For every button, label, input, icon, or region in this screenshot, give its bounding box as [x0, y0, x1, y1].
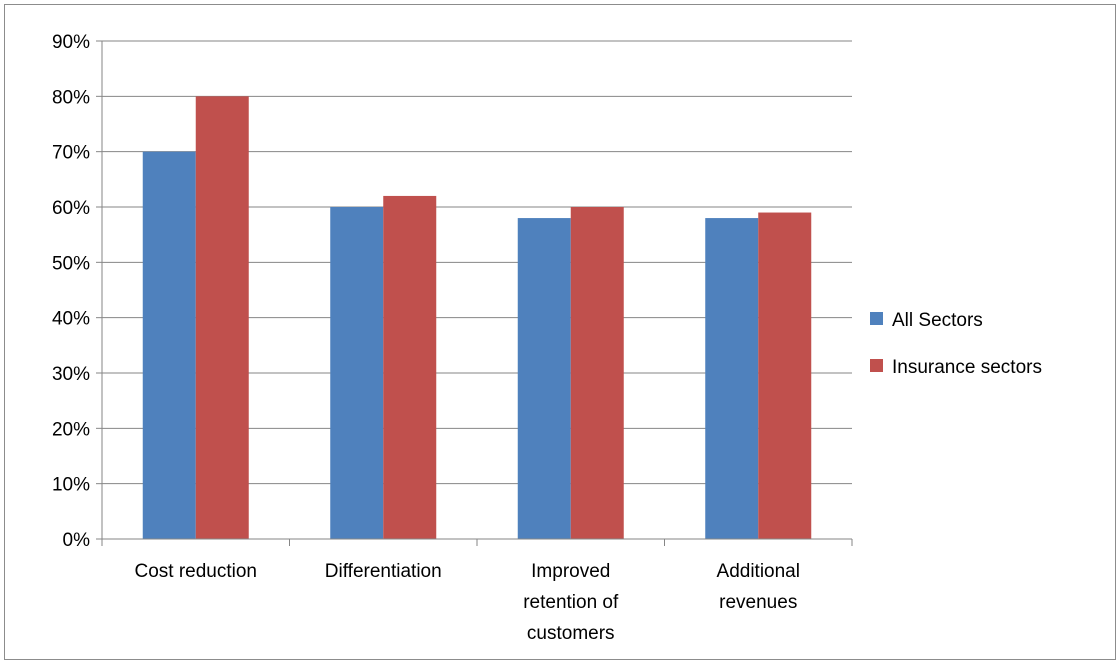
- y-tick-label: 20%: [52, 419, 90, 440]
- axes: [96, 40, 853, 546]
- bar-insurance-sectors-0: [195, 96, 249, 539]
- y-tick-label: 90%: [52, 32, 90, 53]
- bar-all-sectors-2: [517, 218, 571, 540]
- x-tick-label: Improved retention of customers: [523, 561, 619, 644]
- bar-insurance-sectors-1: [383, 195, 437, 539]
- x-tick-label-line: Differentiation: [325, 561, 442, 582]
- legend-label: Insurance sectors: [892, 357, 1042, 378]
- y-tick-label: 30%: [52, 364, 90, 385]
- y-tick-label: 60%: [52, 198, 90, 219]
- y-tick-label: 0%: [63, 530, 91, 551]
- x-tick-label-line: Additional: [717, 561, 800, 582]
- bar-all-sectors-3: [705, 218, 759, 540]
- legend-label: All Sectors: [892, 310, 983, 331]
- x-tick-label: Additional revenues: [717, 561, 800, 613]
- bar-insurance-sectors-2: [570, 207, 624, 539]
- x-tick-label-line: Improved: [531, 561, 610, 582]
- x-tick-label: Differentiation: [325, 561, 442, 582]
- y-tick-label: 70%: [52, 143, 90, 164]
- legend-swatch: [870, 312, 883, 325]
- y-tick-label: 80%: [52, 87, 90, 108]
- bar-all-sectors-1: [330, 207, 384, 539]
- legend: All Sectors Insurance sectors: [870, 310, 1042, 378]
- y-tick-labels: 0% 10% 20% 30% 40% 50% 60% 70% 80% 90%: [52, 32, 90, 551]
- x-tick-label-line: revenues: [719, 592, 797, 613]
- x-tick-label-line: customers: [527, 623, 615, 644]
- bar-all-sectors-0: [142, 151, 196, 539]
- y-tick-label: 10%: [52, 475, 90, 496]
- x-tick-label-line: Cost reduction: [134, 561, 257, 582]
- y-tick-label: 40%: [52, 309, 90, 330]
- y-tick-label: 50%: [52, 253, 90, 274]
- x-tick-label-line: retention of: [523, 592, 619, 613]
- bar-insurance-sectors-3: [758, 212, 812, 540]
- x-tick-labels: Cost reduction Differentiation Improved ret…: [134, 561, 799, 644]
- bars: [142, 96, 812, 540]
- legend-swatch: [870, 359, 883, 372]
- x-tick-label: Cost reduction: [134, 561, 257, 582]
